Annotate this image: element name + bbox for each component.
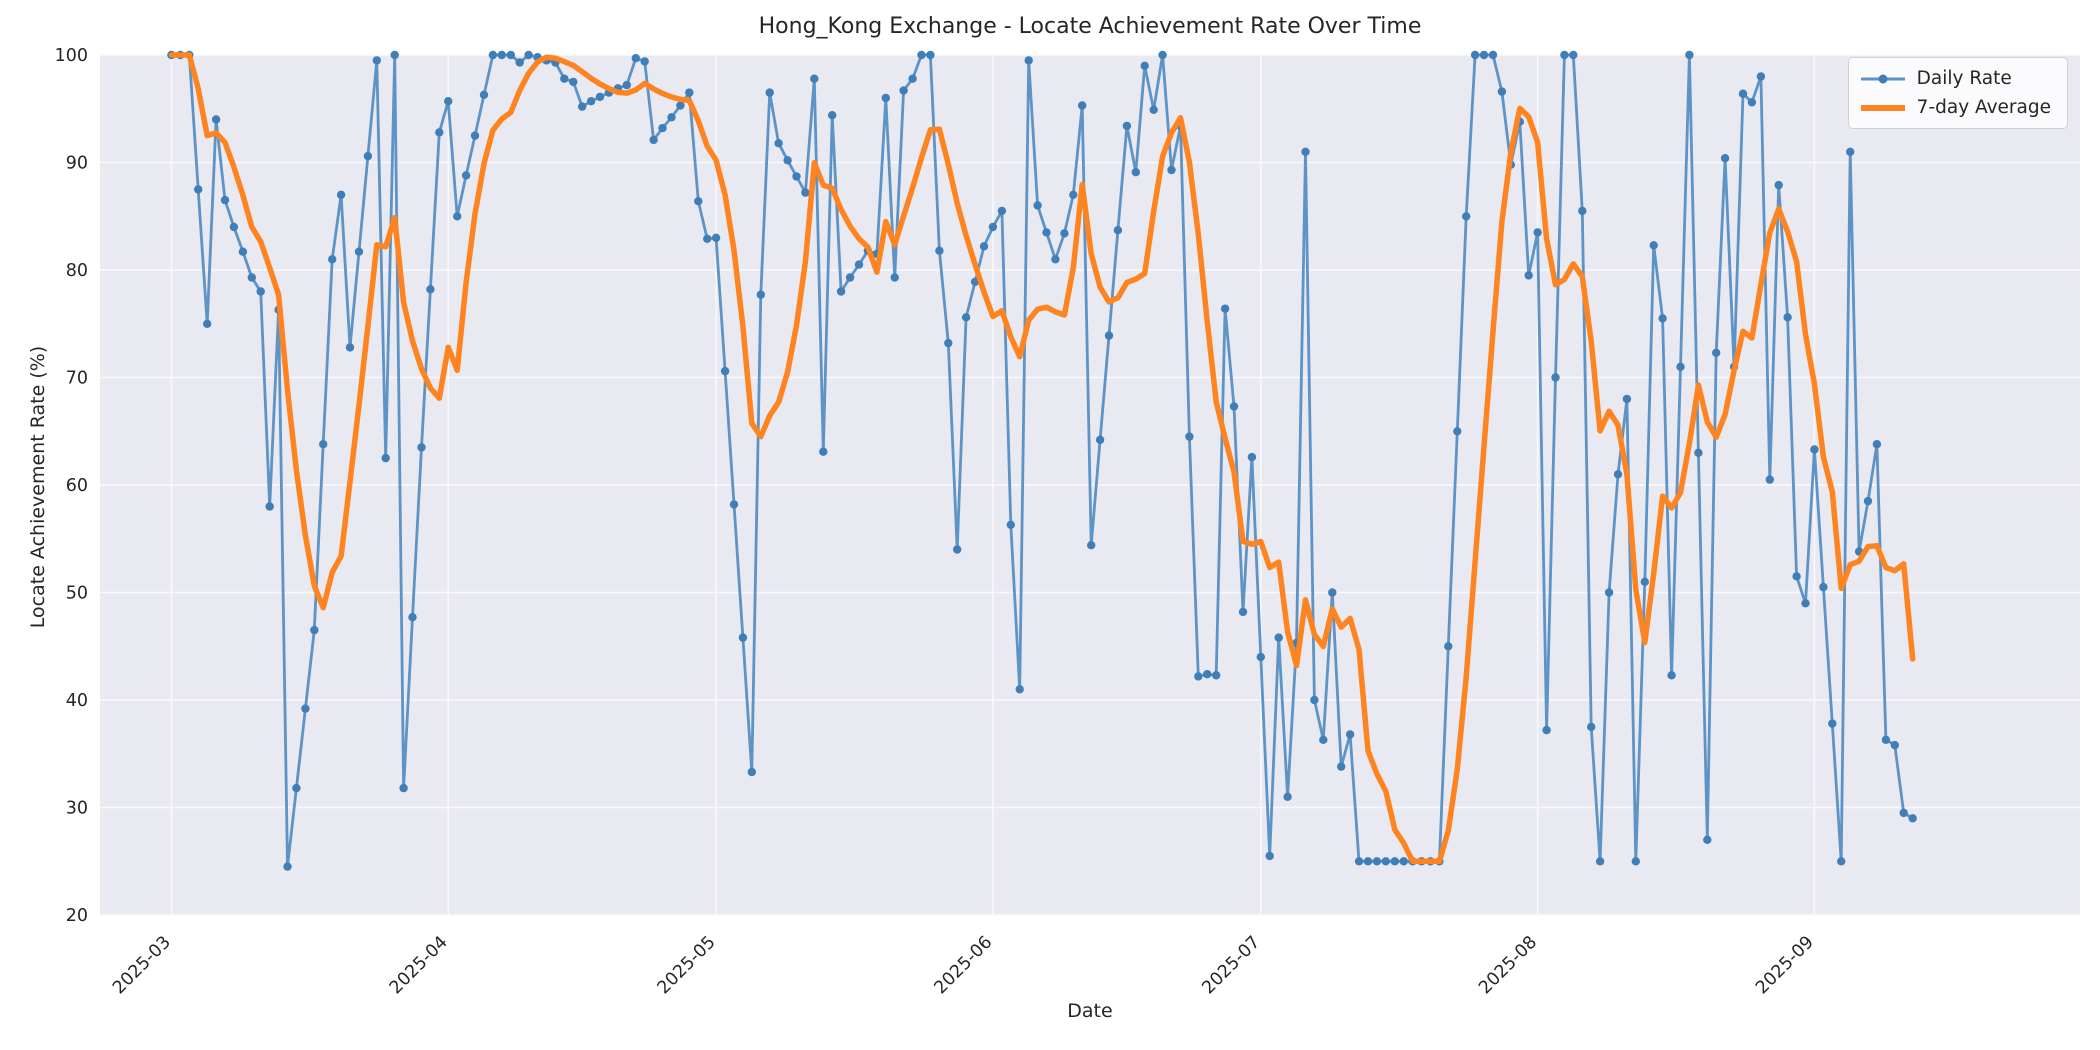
x-tick-label: 2025-08 bbox=[1475, 932, 1541, 998]
y-tick-label: 100 bbox=[55, 46, 88, 66]
y-tick-label: 70 bbox=[66, 369, 88, 389]
seven-day-average-line bbox=[168, 52, 1916, 865]
x-tick-label: 2025-09 bbox=[1752, 932, 1818, 998]
x-axis-label: Date bbox=[1067, 1000, 1113, 1022]
x-tick-label: 2025-03 bbox=[109, 932, 175, 998]
legend: Daily Rate 7-day Average bbox=[1847, 57, 2068, 129]
x-tick-label: 2025-06 bbox=[931, 932, 997, 998]
x-tick-label: 2025-07 bbox=[1199, 932, 1265, 998]
y-axis-label: Locate Achievement Rate (%) bbox=[27, 345, 49, 629]
y-tick-label: 30 bbox=[66, 799, 88, 819]
daily-rate-sample-marker bbox=[1878, 74, 1888, 83]
y-tick-label: 20 bbox=[66, 906, 88, 926]
7day-average-sample-line bbox=[1860, 104, 1905, 111]
y-tick-label: 50 bbox=[66, 584, 88, 604]
x-tick-labels: 2025-03 2025-04 2025-05 2025-06 2025-07 2025-… bbox=[109, 932, 1818, 998]
grid bbox=[100, 54, 2080, 916]
legend-entry-daily-rate: Daily Rate bbox=[1860, 68, 2051, 89]
chart-title: Hong_Kong Exchange - Locate Achievement … bbox=[758, 14, 1422, 39]
legend-label-daily-rate: Daily Rate bbox=[1916, 68, 2012, 89]
y-tick-label: 60 bbox=[66, 476, 88, 496]
x-tick-label: 2025-05 bbox=[654, 932, 720, 998]
daily-rate-line-icon bbox=[1860, 72, 1905, 86]
y-tick-labels: 20 30 40 50 60 70 80 90 100 bbox=[55, 46, 88, 926]
legend-label-7day-average: 7-day Average bbox=[1916, 97, 2051, 118]
y-tick-label: 80 bbox=[66, 261, 88, 281]
x-tick-label: 2025-04 bbox=[386, 932, 452, 998]
legend-entry-7day-average: 7-day Average bbox=[1860, 97, 2051, 118]
y-tick-label: 90 bbox=[66, 154, 88, 174]
7day-average-line-icon bbox=[1860, 101, 1905, 115]
y-tick-label: 40 bbox=[66, 691, 88, 711]
